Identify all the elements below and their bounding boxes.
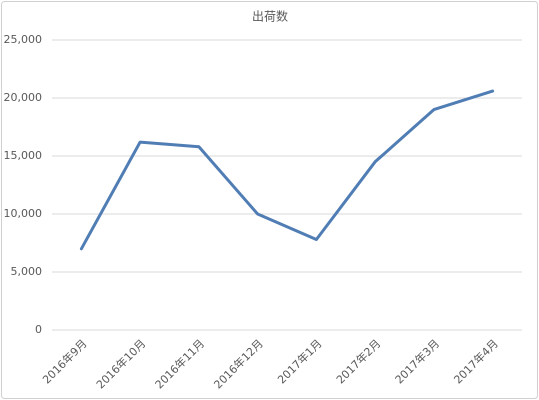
y-tick-label: 0 xyxy=(35,323,42,336)
y-tick-label: 15,000 xyxy=(4,149,43,162)
chart-title: 出荷数 xyxy=(252,9,288,24)
y-tick-label: 20,000 xyxy=(4,91,43,104)
y-tick-label: 5,000 xyxy=(11,265,43,278)
y-tick-label: 10,000 xyxy=(4,207,43,220)
line xyxy=(79,89,495,251)
y-tick-label: 25,000 xyxy=(4,33,43,46)
